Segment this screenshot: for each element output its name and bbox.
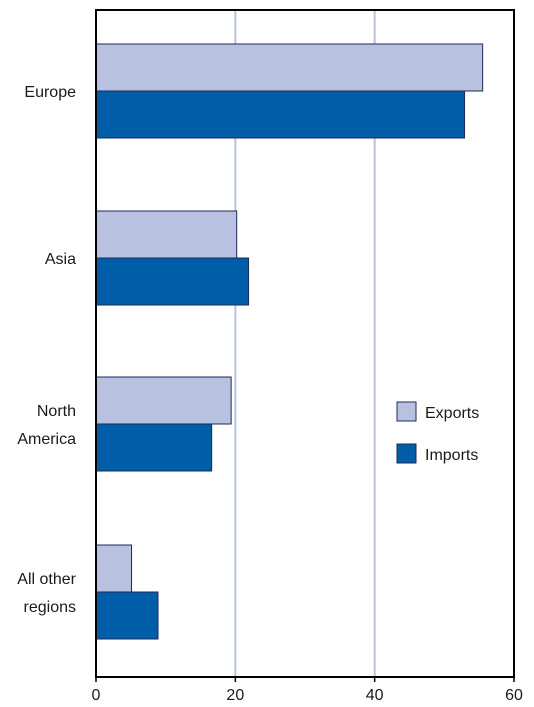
bars <box>95 43 484 640</box>
bar-exports-2 <box>95 210 238 259</box>
bar-exports-1 <box>95 43 484 92</box>
category-label: Europe <box>24 84 76 101</box>
legend-swatch-exports <box>396 401 417 422</box>
legend-label-exports: Exports <box>425 405 479 422</box>
category-label: All other <box>17 571 76 588</box>
bar-imports-3 <box>95 423 213 472</box>
x-tick-label: 20 <box>226 687 244 704</box>
x-tick-label: 60 <box>505 687 523 704</box>
bar-imports-4 <box>95 591 159 640</box>
category-label: America <box>17 431 76 448</box>
bar-exports-3 <box>95 376 232 425</box>
x-tick-label: 40 <box>366 687 384 704</box>
legend: Exports Imports <box>396 401 479 464</box>
category-label: regions <box>24 599 76 616</box>
legend-swatch-imports <box>396 443 417 464</box>
category-labels: Europe Asia North America All other regions <box>17 84 76 616</box>
bar-imports-2 <box>95 257 250 306</box>
x-tick-label: 0 <box>92 687 101 704</box>
x-axis-ticks: 0 20 40 60 <box>92 677 523 704</box>
category-label: North <box>37 403 76 420</box>
bar-imports-1 <box>95 90 466 139</box>
legend-label-imports: Imports <box>425 447 478 464</box>
bar-exports-4 <box>95 544 133 593</box>
plot-frame <box>95 9 515 678</box>
category-label: Asia <box>45 251 76 268</box>
